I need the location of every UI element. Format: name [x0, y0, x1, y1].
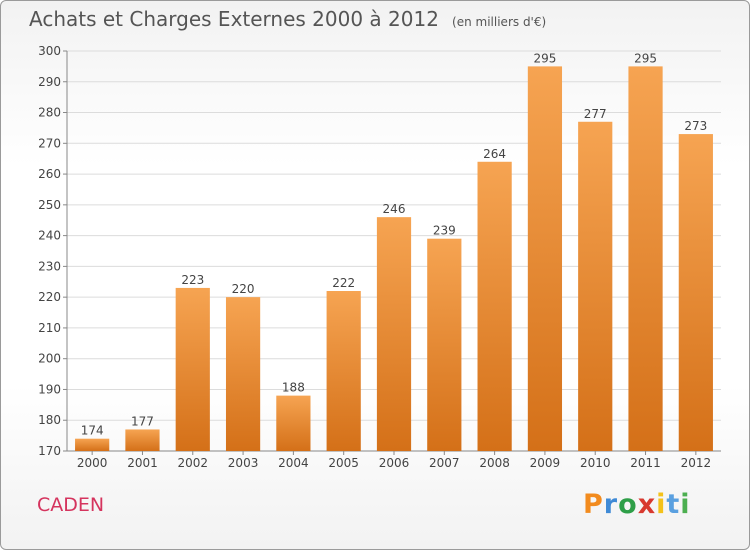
bar-2012 — [678, 134, 713, 452]
y-tick-label: 170 — [38, 444, 61, 458]
data-label-2011: 295 — [634, 51, 657, 65]
data-label-2003: 220 — [232, 282, 255, 296]
bar-2007 — [427, 238, 462, 451]
logo-letter: x — [637, 489, 657, 520]
logo-letter: i — [680, 489, 691, 520]
data-labels: 174 177 223 220 188 222 246 239 264 295 277 295 273 — [81, 51, 708, 437]
bar-2000 — [75, 438, 110, 451]
y-tick-label: 220 — [38, 290, 61, 304]
y-tick-label: 210 — [38, 321, 61, 335]
y-tick-label: 230 — [38, 259, 61, 273]
y-tick-label: 250 — [38, 198, 61, 212]
data-label-2010: 277 — [584, 107, 607, 121]
chart-title: Achats et Charges Externes 2000 à 2012 — [29, 7, 439, 31]
x-tick-label: 2004 — [278, 456, 309, 470]
x-tick-label: 2000 — [77, 456, 108, 470]
bar-2010 — [578, 121, 613, 452]
bar-2009 — [527, 66, 563, 451]
x-tick-label: 2007 — [429, 456, 460, 470]
y-tick-label: 200 — [38, 352, 61, 366]
x-tick-label: 2009 — [530, 456, 561, 470]
x-tick-label: 2011 — [630, 456, 661, 470]
y-tick-label: 270 — [38, 136, 61, 150]
data-label-2008: 264 — [483, 147, 506, 161]
bar-2002 — [175, 287, 210, 451]
x-tick-label: 2008 — [479, 456, 510, 470]
logo-letter: r — [603, 489, 619, 520]
data-label-2000: 174 — [81, 424, 104, 438]
title-row: Achats et Charges Externes 2000 à 2012 (… — [29, 7, 546, 31]
data-label-2007: 239 — [433, 224, 456, 238]
commune-name: CADEN — [37, 494, 105, 516]
y-tick-label: 280 — [38, 106, 61, 120]
bar-2005 — [326, 291, 361, 451]
x-tick-label: 2010 — [580, 456, 611, 470]
bar-2001 — [125, 429, 160, 451]
y-tick-label: 190 — [38, 382, 61, 396]
x-tick-label: 2012 — [681, 456, 712, 470]
data-label-2005: 222 — [332, 276, 355, 290]
data-label-2009: 295 — [533, 51, 556, 65]
x-tick-label: 2005 — [328, 456, 359, 470]
x-tick-label: 2001 — [127, 456, 158, 470]
y-tick-label: 290 — [38, 75, 61, 89]
x-tick-label: 2003 — [228, 456, 259, 470]
y-tick-label: 300 — [38, 44, 61, 58]
logo-letter: P — [583, 489, 604, 520]
bars — [75, 66, 713, 452]
bar-2006 — [376, 217, 412, 451]
data-label-2012: 273 — [684, 119, 707, 133]
y-tick-label: 260 — [38, 167, 61, 181]
y-tick-label: 240 — [38, 229, 61, 243]
data-label-2006: 246 — [383, 202, 406, 216]
x-tick-label: 2002 — [177, 456, 208, 470]
y-tick-label: 180 — [38, 413, 61, 427]
data-label-2001: 177 — [131, 414, 154, 428]
logo-letter: o — [618, 489, 638, 520]
logo-letter: t — [666, 489, 681, 520]
data-label-2002: 223 — [181, 273, 204, 287]
bar-2004 — [276, 395, 311, 451]
bar-2008 — [477, 161, 512, 451]
logo-letter: i — [656, 489, 667, 520]
bar-2003 — [225, 297, 261, 451]
chart-subtitle: (en milliers d'€) — [452, 15, 547, 29]
axes: 170 180 190 200 210 220 230 240 250 260 270 280 290 3… — [38, 44, 721, 470]
x-tick-label: 2006 — [379, 456, 410, 470]
bar-2011 — [628, 66, 663, 451]
data-label-2004: 188 — [282, 381, 305, 395]
proxiti-logo[interactable]: Proxiti — [583, 489, 691, 520]
